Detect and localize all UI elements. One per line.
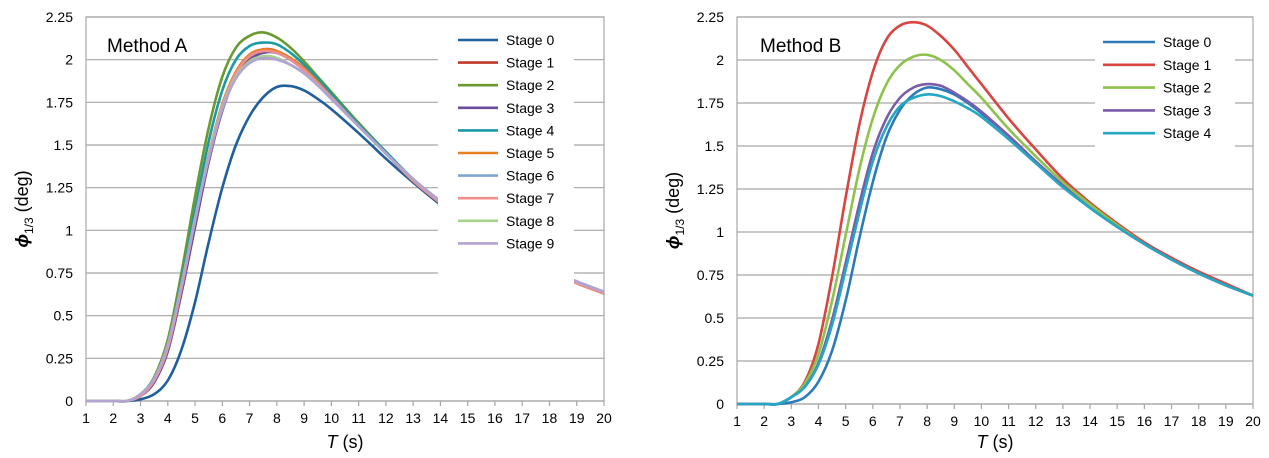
x-tick-label: 7 xyxy=(896,413,904,429)
legend-label: Stage 7 xyxy=(506,190,554,206)
legend-label: Stage 0 xyxy=(506,32,554,48)
x-tick-label: 6 xyxy=(869,413,877,429)
x-tick-label: 13 xyxy=(1055,413,1071,429)
plot-area xyxy=(85,16,605,402)
legend-label: Stage 1 xyxy=(506,55,554,71)
x-tick-label: 17 xyxy=(1164,413,1180,429)
x-tick-label: 13 xyxy=(405,410,421,426)
y-tick-label: 2 xyxy=(716,52,724,68)
legend-label: Stage 3 xyxy=(506,100,554,116)
x-tick-label: 2 xyxy=(760,413,768,429)
x-tick-label: 12 xyxy=(378,410,394,426)
x-tick-label: 1 xyxy=(733,413,741,429)
x-tick-label: 17 xyxy=(514,410,530,426)
x-tick-label: 4 xyxy=(164,410,172,426)
legend-label: Stage 9 xyxy=(506,235,554,251)
x-tick-label: 9 xyxy=(950,413,958,429)
legend-label: Stage 8 xyxy=(506,213,554,229)
x-tick-label: 16 xyxy=(487,410,503,426)
x-tick-label: 20 xyxy=(1245,413,1261,429)
x-tick-label: 5 xyxy=(191,410,199,426)
legend-label: Stage 1 xyxy=(1163,57,1211,73)
x-tick-label: 2 xyxy=(109,410,117,426)
x-tick-label: 9 xyxy=(300,410,308,426)
y-tick-label: 1.25 xyxy=(697,181,724,197)
x-tick-label: 5 xyxy=(842,413,850,429)
x-tick-label: 12 xyxy=(1028,413,1044,429)
chart-title: Method A xyxy=(107,36,188,57)
y-tick-label: 0.25 xyxy=(697,353,724,369)
x-tick-label: 3 xyxy=(137,410,145,426)
y-tick-label: 1.25 xyxy=(46,180,73,196)
y-tick-label: 2 xyxy=(65,52,73,68)
x-tick-label: 18 xyxy=(542,410,558,426)
x-tick-label: 16 xyxy=(1137,413,1153,429)
x-tick-label: 11 xyxy=(351,410,366,426)
legend-box xyxy=(438,28,574,290)
x-tick-label: 15 xyxy=(1109,413,1125,429)
legend-label: Stage 5 xyxy=(506,145,554,161)
x-axis-label: T (s) xyxy=(327,432,364,452)
x-tick-label: 19 xyxy=(1218,413,1234,429)
y-tick-label: 0.5 xyxy=(54,308,74,324)
x-tick-label: 10 xyxy=(974,413,990,429)
x-tick-label: 19 xyxy=(569,410,585,426)
x-tick-label: 15 xyxy=(460,410,476,426)
x-tick-label: 6 xyxy=(218,410,226,426)
y-tick-label: 1.5 xyxy=(54,137,74,153)
x-tick-label: 10 xyxy=(324,410,340,426)
y-tick-label: 2.25 xyxy=(46,9,73,25)
y-tick-label: 0.5 xyxy=(705,310,725,326)
x-tick-label: 11 xyxy=(1001,413,1016,429)
x-tick-label: 1 xyxy=(82,410,90,426)
x-tick-label: 8 xyxy=(273,410,281,426)
x-tick-label: 8 xyxy=(923,413,931,429)
legend-label: Stage 4 xyxy=(506,122,554,138)
y-tick-label: 1.5 xyxy=(705,138,725,154)
y-axis-label: ϕ1/3 (deg) xyxy=(663,172,687,249)
x-tick-label: 3 xyxy=(787,413,795,429)
chart-title: Method B xyxy=(760,36,841,57)
y-tick-label: 0.75 xyxy=(697,267,724,283)
legend-label: Stage 6 xyxy=(506,168,554,184)
x-tick-label: 14 xyxy=(433,410,449,426)
legend-label: Stage 0 xyxy=(1163,34,1211,50)
series-line-stage-1 xyxy=(736,20,1254,406)
x-axis-label: T (s) xyxy=(977,432,1014,452)
y-axis-label: ϕ1/3 (deg) xyxy=(12,170,36,247)
x-tick-label: 4 xyxy=(815,413,823,429)
y-tick-label: 1 xyxy=(65,222,73,238)
x-tick-label: 18 xyxy=(1191,413,1207,429)
x-tick-label: 7 xyxy=(246,410,254,426)
x-tick-label: 14 xyxy=(1082,413,1098,429)
legend-box xyxy=(1095,30,1235,156)
x-tick-label: 20 xyxy=(596,410,612,426)
y-tick-label: 1 xyxy=(716,224,724,240)
legend-label: Stage 2 xyxy=(506,77,554,93)
y-tick-label: 0.25 xyxy=(46,350,73,366)
y-tick-label: 2.25 xyxy=(697,9,724,25)
legend-label: Stage 4 xyxy=(1163,125,1211,141)
plot-area xyxy=(736,16,1254,405)
y-tick-label: 0 xyxy=(65,393,73,409)
legend-label: Stage 2 xyxy=(1163,80,1211,96)
y-tick-label: 1.75 xyxy=(697,95,724,111)
legend-label: Stage 3 xyxy=(1163,102,1211,118)
y-tick-label: 0.75 xyxy=(46,265,73,281)
y-tick-label: 0 xyxy=(716,396,724,412)
series-line-stage-4 xyxy=(736,93,1254,406)
y-tick-label: 1.75 xyxy=(46,94,73,110)
